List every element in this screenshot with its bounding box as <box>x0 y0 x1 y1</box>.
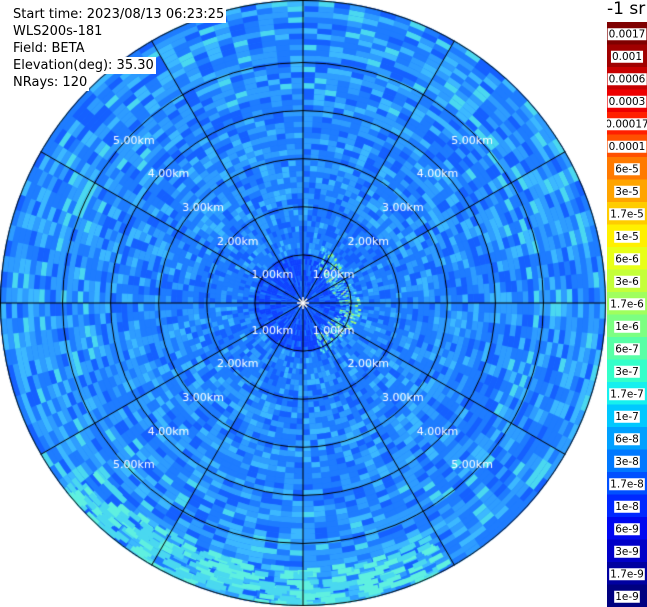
start-time-label: Start time: 2023/08/13 06:23:25 <box>11 6 227 23</box>
colorbar-label-bg <box>607 140 647 153</box>
colorbar: 0.0017 0.001 0.0006 0.0003 0.00017 0.0001 6e-5… <box>607 22 647 607</box>
colorbar-tick-label: 1e-8 <box>615 501 639 513</box>
colorbar-label-bg <box>614 230 640 243</box>
colorbar-label-bg <box>614 523 640 536</box>
colorbar-tick-label: 3e-7 <box>615 366 639 378</box>
colorbar-label-bg <box>609 478 645 491</box>
colorbar-tick-label: 0.0003 <box>609 96 646 108</box>
scan-info: Start time: 2023/08/13 06:23:25 WLS200s-… <box>11 6 227 91</box>
colorbar-label-bg <box>614 500 640 513</box>
colorbar-tick-label: 1.7e-5 <box>610 208 644 220</box>
colorbar-label-bg <box>614 343 640 356</box>
colorbar-tick-label: 0.001 <box>612 51 642 63</box>
colorbar-label-bg <box>614 365 640 378</box>
colorbar-label-bg <box>607 95 647 108</box>
colorbar-tick-label: 1e-7 <box>615 411 639 423</box>
colorbar-tick-label: 0.0001 <box>609 141 646 153</box>
device-label: WLS200s-181 <box>11 23 105 40</box>
colorbar-label-bg <box>614 275 641 288</box>
colorbar-tick-label: 3e-5 <box>615 186 639 198</box>
colorbar-tick-label: 3e-6 <box>615 276 639 288</box>
colorbar-tick-label: 6e-8 <box>615 433 639 445</box>
colorbar-label-bg <box>614 320 641 333</box>
colorbar-label-bg <box>609 568 645 581</box>
colorbar-label-bg <box>614 433 640 446</box>
colorbar-label-bg <box>610 50 644 63</box>
colorbar-tick-label: 0.00017 <box>607 118 647 130</box>
colorbar-label-bg <box>614 590 640 603</box>
colorbar-label-bg <box>607 73 647 86</box>
colorbar-tick-label: 6e-9 <box>615 523 639 535</box>
colorbar-tick-label: 3e-8 <box>615 456 639 468</box>
colorbar-tick-label: 1e-9 <box>615 591 639 603</box>
colorbar-label-bg <box>609 298 646 311</box>
colorbar-tick-label: 0.0006 <box>609 73 646 85</box>
colorbar-tick-label: 0.0017 <box>609 28 646 40</box>
colorbar-label-bg <box>614 163 640 176</box>
field-label: Field: BETA <box>11 40 87 57</box>
colorbar-label-bg <box>614 253 641 266</box>
colorbar-label-bg <box>609 208 645 221</box>
colorbar-label-bg <box>614 410 640 423</box>
colorbar-tick-label: 6e-7 <box>615 343 639 355</box>
nrays-label: NRays: 120 <box>11 74 90 91</box>
colorbar-tick-label: 1.7e-6 <box>610 298 644 310</box>
colorbar-tick-label: 1.7e-8 <box>610 478 644 490</box>
colorbar-tick-label: 1.7e-7 <box>610 388 644 400</box>
colorbar-tick-label: 1.7e-9 <box>610 568 644 580</box>
colorbar-tick-label: 1e-5 <box>615 231 639 243</box>
colorbar-label-bg <box>607 118 647 131</box>
colorbar-label-bg <box>607 28 647 41</box>
colorbar-label-bg <box>614 545 640 558</box>
colorbar-label-bg <box>614 185 640 198</box>
colorbar-tick-label: 6e-5 <box>615 163 639 175</box>
colorbar-label-bg <box>609 388 645 401</box>
elevation-label: Elevation(deg): 35.30 <box>11 57 156 74</box>
colorbar-tick-label: 1e-6 <box>615 321 639 333</box>
colorbar-label-bg <box>614 455 640 468</box>
colorbar-tick-label: 3e-9 <box>615 546 639 558</box>
colorbar-unit: -1 sr <box>607 0 646 19</box>
colorbar-tick-label: 6e-6 <box>615 253 639 265</box>
